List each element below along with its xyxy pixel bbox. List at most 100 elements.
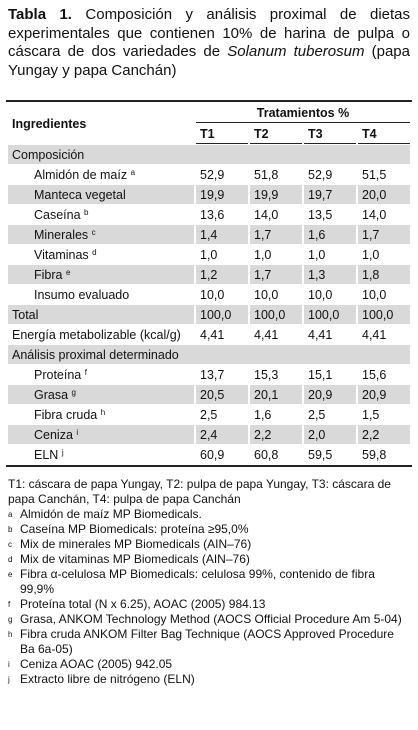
label-text: Vitaminas (34, 247, 89, 262)
header-cell: T1 (196, 124, 248, 144)
value-cell: 13,5 (308, 207, 333, 222)
label-text: ELN (34, 447, 59, 462)
value-cell: 52,9 (200, 167, 225, 182)
row-label: Proteína f (8, 365, 194, 384)
value-cell: 2,2 (250, 425, 302, 444)
table-row: Ceniza i 2,4 2,2 2,0 2,2 (8, 425, 410, 444)
value-cell: 1,6 (304, 225, 356, 244)
row-label: Fibra e (8, 265, 194, 284)
header-cell: Tratamientos % (196, 103, 410, 123)
value-cell: 4,41 (308, 327, 333, 342)
row-label: Manteca vegetal (8, 185, 194, 204)
footnote-mark: a (130, 167, 136, 177)
row-label: ELN j (8, 445, 194, 464)
row-label: Grasa g (8, 385, 194, 404)
footnote-mark: c (91, 227, 96, 237)
footnote-text: Extracto libre de nitrógeno (ELN) (20, 672, 195, 686)
header-cell: T3 (304, 124, 356, 144)
caption-note: (papa Yungay y papa Canchán) (8, 43, 410, 79)
label-text: Insumo evaluado (34, 287, 130, 302)
value-cell: 1,7 (250, 265, 302, 284)
value-cell: 10,0 (362, 287, 387, 302)
value-cell: 10,0 (254, 287, 279, 302)
label-text: Ceniza (34, 427, 73, 442)
label-text: Proteína (34, 367, 82, 382)
row-label: Caseína b (8, 205, 194, 224)
footnote-mark: j (8, 675, 10, 684)
value-cell: 19,9 (250, 185, 302, 204)
value-cell: 100,0 (304, 305, 356, 324)
value-cell: 1,6 (254, 407, 272, 422)
value-cell: 13,6 (200, 207, 225, 222)
header-cell: Ingredientes (12, 116, 87, 131)
value-cell: 2,0 (304, 425, 356, 444)
value-cell: 4,41 (362, 327, 387, 342)
footnote-mark: c (8, 540, 12, 549)
footnote-mark: g (71, 387, 76, 397)
row-label: Total (8, 305, 194, 324)
table-row: Almidón de maíz a 52,9 51,8 52,9 51,5 (8, 165, 410, 184)
footnote-legend: T1: cáscara de papa Yungay, T2: pulpa de… (8, 477, 391, 506)
label-text: Manteca vegetal (34, 187, 126, 202)
footnote-text: Almidón de maíz MP Biomedicals. (20, 507, 202, 521)
footnote: h Fibra cruda ANKOM Filter Bag Technique … (8, 627, 410, 657)
footnote: b Caseína MP Biomedicals: proteína ≥95,0% (8, 522, 410, 537)
value-cell: 13,7 (200, 367, 225, 382)
value-cell: 51,5 (362, 167, 387, 182)
label-text: Total (12, 307, 39, 322)
footnotes: T1: cáscara de papa Yungay, T2: pulpa de… (8, 477, 410, 687)
value-cell: 100,0 (358, 305, 410, 324)
footnote: i Ceniza AOAC (2005) 942.05 (8, 657, 410, 672)
table-row: Insumo evaluado 10,0 10,0 10,0 10,0 (8, 285, 410, 304)
value-cell: 1,7 (250, 225, 302, 244)
caption-text: Composición y análisis proximal de dieta… (8, 6, 410, 60)
value-cell: 59,5 (308, 447, 333, 462)
footnote-mark: d (92, 247, 97, 257)
table-row: Vitaminas d 1,0 1,0 1,0 1,0 (8, 245, 410, 264)
table-row: Fibra cruda h 2,5 1,6 2,5 1,5 (8, 405, 410, 424)
footnote-mark: i (8, 660, 10, 669)
footnote-mark: e (65, 267, 71, 277)
footnote-mark: f (8, 600, 11, 609)
footnote: a Almidón de maíz MP Biomedicals. (8, 507, 410, 522)
footnote: e Fibra α-celulosa MP Biomedicals: celulo… (8, 567, 410, 597)
value-cell: 1,3 (304, 265, 356, 284)
value-cell: 15,6 (362, 367, 387, 382)
value-cell: 2,2 (358, 425, 410, 444)
value-cell: 14,0 (362, 207, 387, 222)
footnote: c Mix de minerales MP Biomedicals (AIN–76… (8, 537, 410, 552)
footnote-mark: a (8, 510, 13, 519)
caption-label: Tabla 1. (8, 6, 72, 23)
footnote-mark: e (8, 570, 13, 579)
row-label: Energía metabolizable (kcal/g) (8, 325, 194, 344)
footnote-text: Ceniza AOAC (2005) 942.05 (20, 657, 173, 671)
row-label: Insumo evaluado (8, 285, 194, 304)
footnote-mark: d (8, 555, 13, 564)
value-cell: 4,41 (254, 327, 279, 342)
value-cell: 19,7 (304, 185, 356, 204)
table-row: Proteína f 13,7 15,3 15,1 15,6 (8, 365, 410, 384)
table-row: Grasa g 20,5 20,1 20,9 20,9 (8, 385, 410, 404)
value-cell: 1,0 (308, 247, 326, 262)
value-cell: 15,1 (308, 367, 333, 382)
table-row: Minerales c 1,4 1,7 1,6 1,7 (8, 225, 410, 244)
row-label: Fibra cruda h (8, 405, 194, 424)
value-cell: 14,0 (254, 207, 279, 222)
footnote-text: Proteína total (N x 6.25), AOAC (2005) 9… (20, 597, 266, 611)
value-cell: 20,9 (358, 385, 410, 404)
value-cell: 1,0 (200, 247, 218, 262)
data-table: Ingredientes Tratamientos % T1 T2 T3 T4 Compos… (6, 100, 412, 467)
value-cell: 60,8 (254, 447, 279, 462)
value-cell: 20,9 (304, 385, 356, 404)
row-label: Ceniza i (8, 425, 194, 444)
footnote-text: Fibra cruda ANKOM Filter Bag Technique (… (20, 627, 394, 656)
table-row: Fibra e 1,2 1,7 1,3 1,8 (8, 265, 410, 284)
footnote: j Extracto libre de nitrógeno (ELN) (8, 672, 410, 687)
label-text: Grasa (34, 387, 69, 402)
footnote-mark: h (8, 630, 13, 639)
value-cell: 52,9 (308, 167, 333, 182)
value-cell: 60,9 (200, 447, 225, 462)
label-text: Fibra cruda (34, 407, 98, 422)
